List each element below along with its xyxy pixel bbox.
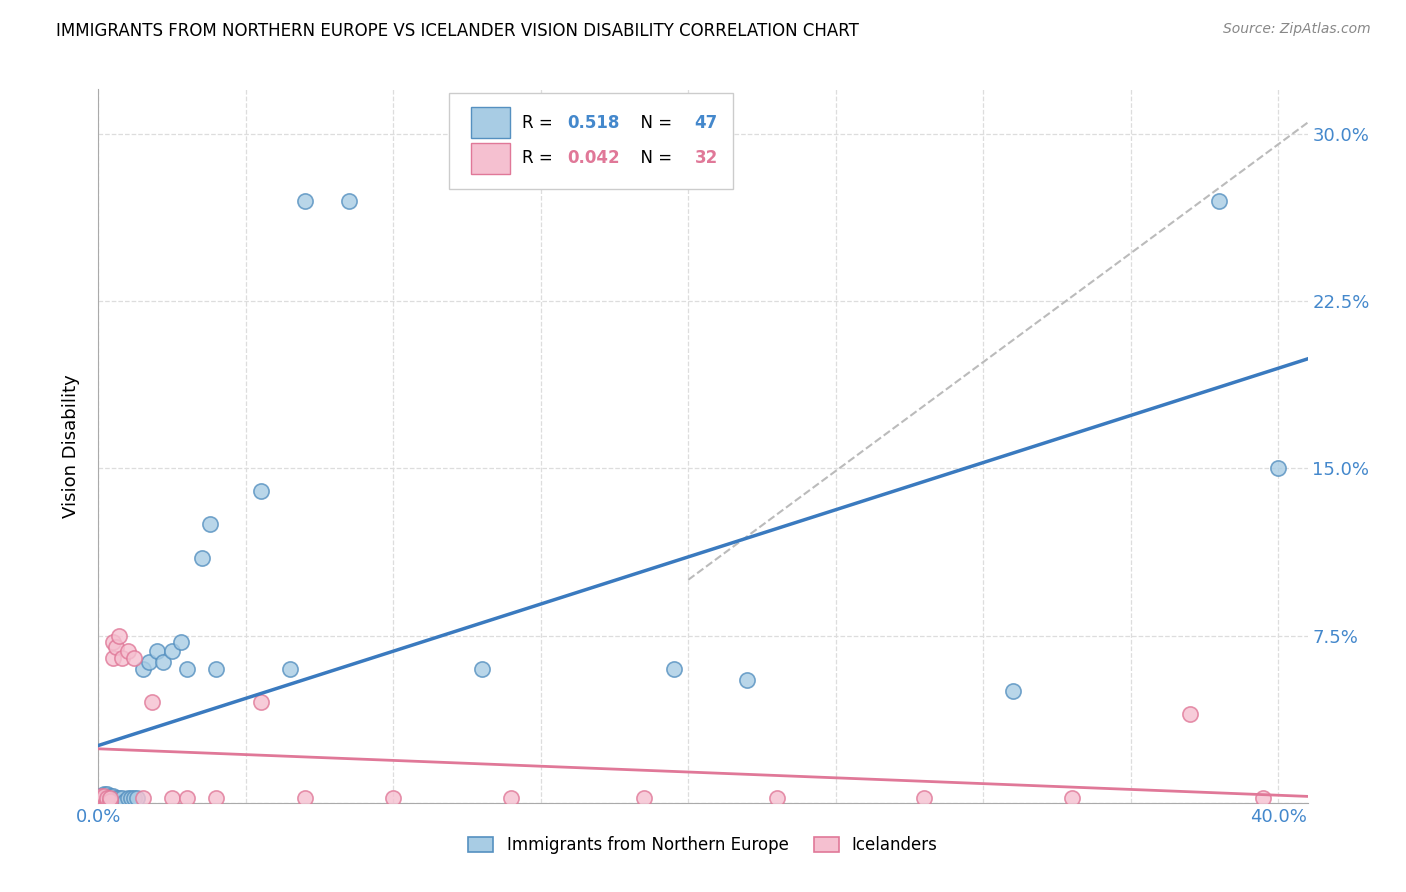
Point xyxy=(101,789,124,804)
Text: 32: 32 xyxy=(695,150,718,168)
Point xyxy=(96,791,118,805)
Point xyxy=(96,791,118,805)
Point xyxy=(93,789,115,804)
Point xyxy=(1267,461,1289,475)
Point xyxy=(101,794,124,808)
Point xyxy=(912,791,935,805)
Legend: Immigrants from Northern Europe, Icelanders: Immigrants from Northern Europe, Iceland… xyxy=(460,828,946,863)
Point xyxy=(96,789,118,804)
Point xyxy=(93,787,115,801)
Y-axis label: Vision Disability: Vision Disability xyxy=(62,374,80,518)
Text: Source: ZipAtlas.com: Source: ZipAtlas.com xyxy=(1223,22,1371,37)
Point xyxy=(98,791,121,805)
Point xyxy=(98,789,121,804)
Point xyxy=(96,794,118,808)
Point xyxy=(146,644,169,658)
Point xyxy=(205,662,228,676)
Point xyxy=(471,662,494,676)
Point xyxy=(93,794,115,808)
Point xyxy=(735,673,758,687)
Point xyxy=(105,640,128,654)
Point xyxy=(122,791,145,805)
Point xyxy=(101,651,124,665)
Point xyxy=(190,550,212,565)
Point xyxy=(101,791,124,805)
Point xyxy=(90,794,112,808)
FancyBboxPatch shape xyxy=(471,143,509,174)
Point xyxy=(90,789,112,804)
FancyBboxPatch shape xyxy=(449,93,734,189)
Point xyxy=(131,791,153,805)
Point xyxy=(93,791,115,805)
Point xyxy=(176,662,198,676)
Point xyxy=(160,644,183,658)
Point xyxy=(125,791,148,805)
Point xyxy=(662,662,685,676)
Point xyxy=(176,791,198,805)
Point xyxy=(117,644,139,658)
Point xyxy=(131,662,153,676)
Point xyxy=(294,194,316,208)
Point xyxy=(249,696,271,710)
Point xyxy=(1253,791,1275,805)
Point xyxy=(114,794,136,808)
FancyBboxPatch shape xyxy=(471,107,509,138)
Text: N =: N = xyxy=(630,114,678,132)
Text: 0.042: 0.042 xyxy=(568,150,620,168)
Text: R =: R = xyxy=(522,114,558,132)
Point xyxy=(382,791,405,805)
Point xyxy=(1001,684,1024,698)
Point xyxy=(108,628,131,642)
Point xyxy=(160,791,183,805)
Point xyxy=(93,791,115,805)
Point xyxy=(108,791,131,805)
Point xyxy=(96,787,118,801)
Point xyxy=(141,696,163,710)
Point xyxy=(765,791,787,805)
Point xyxy=(98,791,121,805)
Point xyxy=(96,794,118,808)
Point xyxy=(90,789,112,804)
Point xyxy=(200,516,222,531)
Point xyxy=(101,635,124,649)
Text: IMMIGRANTS FROM NORTHERN EUROPE VS ICELANDER VISION DISABILITY CORRELATION CHART: IMMIGRANTS FROM NORTHERN EUROPE VS ICELA… xyxy=(56,22,859,40)
Point xyxy=(93,794,115,808)
Point xyxy=(98,794,121,808)
Point xyxy=(138,655,160,669)
Point xyxy=(108,794,131,808)
Point xyxy=(501,791,523,805)
Point xyxy=(205,791,228,805)
Point xyxy=(1060,791,1083,805)
Point xyxy=(105,794,128,808)
Point xyxy=(111,791,134,805)
Point xyxy=(120,791,142,805)
Text: N =: N = xyxy=(630,150,678,168)
Point xyxy=(90,794,112,808)
Point xyxy=(633,791,655,805)
Point xyxy=(98,794,121,808)
Text: R =: R = xyxy=(522,150,558,168)
Point xyxy=(93,789,115,804)
Point xyxy=(249,483,271,498)
Point xyxy=(117,791,139,805)
Point xyxy=(1178,706,1201,721)
Point xyxy=(111,651,134,665)
Point xyxy=(152,655,174,669)
Point xyxy=(294,791,316,805)
Text: 47: 47 xyxy=(695,114,718,132)
Point xyxy=(122,651,145,665)
Point xyxy=(105,791,128,805)
Point xyxy=(278,662,301,676)
Point xyxy=(90,791,112,805)
Point xyxy=(170,635,193,649)
Text: 0.518: 0.518 xyxy=(568,114,620,132)
Point xyxy=(1208,194,1230,208)
Point xyxy=(337,194,360,208)
Point xyxy=(90,791,112,805)
